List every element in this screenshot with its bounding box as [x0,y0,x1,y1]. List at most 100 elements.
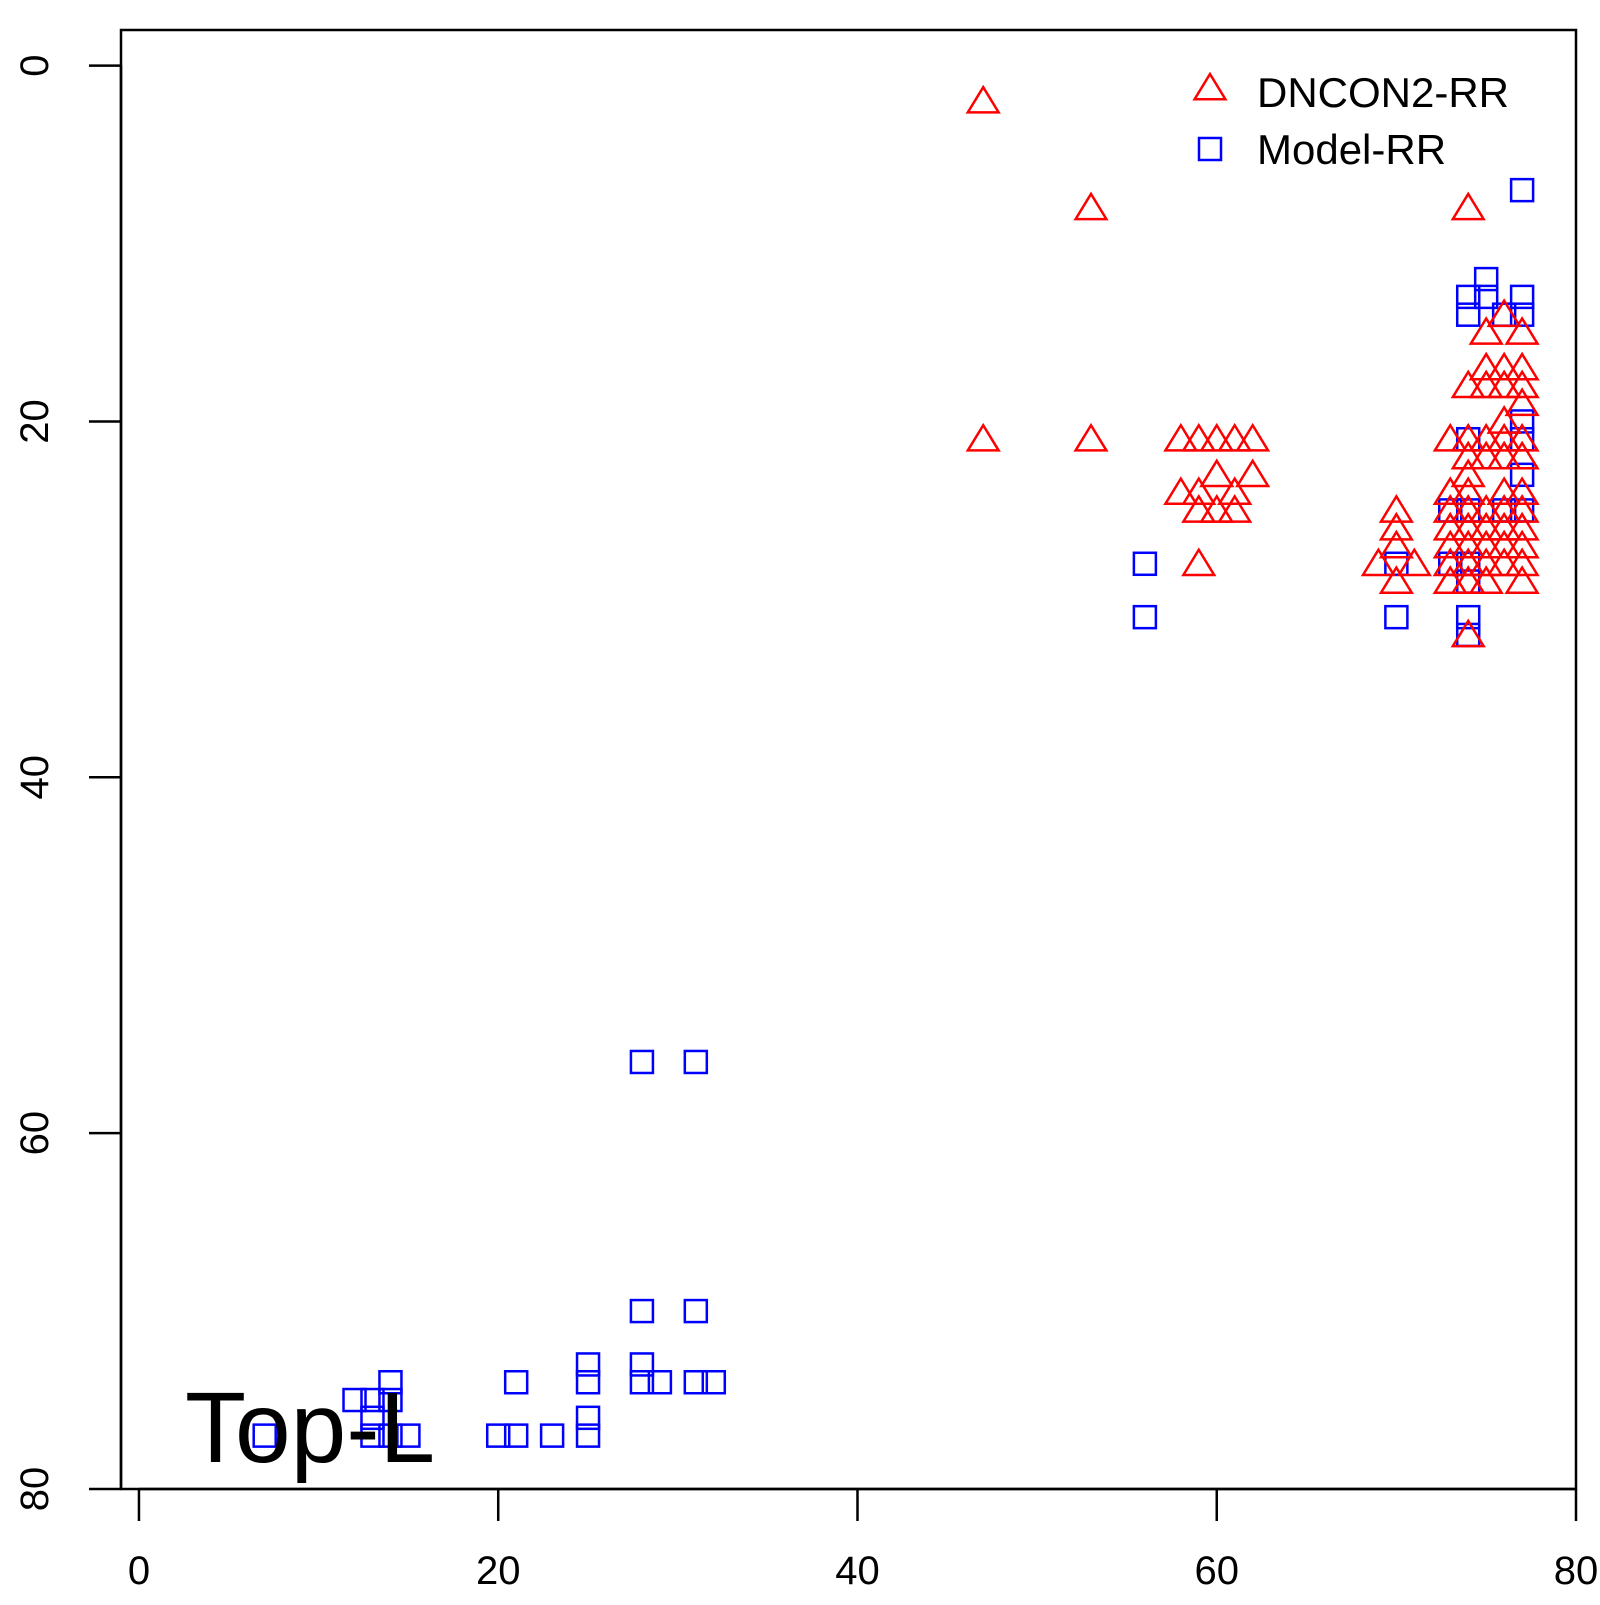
data-point-square [396,1423,421,1448]
data-point-square [360,1405,385,1431]
data-point-square [683,1049,709,1075]
x-tick-label: 80 [1554,1549,1599,1593]
plot-frame [119,28,1578,1491]
data-point-triangle [1486,494,1522,523]
data-point-square [1473,284,1499,310]
data-point-triangle [1486,351,1522,381]
data-point-square [378,1423,403,1448]
series-triangle [965,84,1540,648]
data-point-triangle [1450,440,1486,470]
data-point-triangle [1360,547,1397,577]
data-point-triangle [1432,529,1468,559]
data-point-triangle [1504,387,1540,417]
data-point-square [683,1298,709,1324]
data-point-square [252,1423,277,1448]
data-point-triangle [1504,494,1540,523]
legend-marker-square [1197,136,1223,162]
data-point-square [378,1369,403,1395]
data-point-triangle [1450,565,1486,595]
data-point-triangle [1486,298,1522,328]
data-point-triangle [1450,529,1486,559]
legend-marker-triangle [1192,71,1228,101]
data-point-square [539,1423,565,1448]
data-point-square [342,1387,367,1413]
data-point-square [485,1423,511,1448]
data-point-triangle [1073,422,1109,452]
data-point-triangle [1504,565,1540,595]
data-point-triangle [1432,511,1468,541]
data-point-triangle [1199,494,1235,523]
data-point-triangle [1504,547,1540,577]
data-point-square [629,1352,655,1377]
series-square [252,177,1535,1448]
data-point-triangle [1468,511,1504,541]
y-tick-label: 60 [13,1111,57,1156]
data-point-triangle [1486,476,1522,506]
data-point-triangle [1468,494,1504,523]
data-point-triangle [1396,547,1432,577]
data-point-triangle [1073,191,1109,221]
data-point-triangle [1378,565,1414,595]
data-point-triangle [1163,422,1199,452]
data-point-triangle [1450,191,1486,221]
data-point-triangle [965,422,1001,452]
data-point-triangle [1378,511,1414,541]
data-point-triangle [1181,494,1217,523]
data-point-triangle [1504,511,1540,541]
data-point-triangle [1235,458,1271,488]
data-point-square [1509,177,1535,203]
x-tick-label: 40 [835,1549,880,1593]
data-point-triangle [1432,547,1468,577]
y-tick-label: 0 [13,54,57,76]
data-point-square [575,1423,601,1448]
data-point-triangle [1504,440,1540,470]
data-point-triangle [1432,565,1468,595]
data-point-triangle [1504,351,1540,381]
data-point-triangle [1199,422,1235,452]
data-point-triangle [1486,369,1522,399]
data-point-triangle [1450,547,1486,577]
data-point-square [575,1405,601,1431]
data-point-square [1132,604,1158,630]
data-point-square [701,1369,727,1395]
data-point-triangle [1199,458,1235,488]
data-point-square [1132,551,1158,577]
data-point-triangle [1217,476,1253,506]
data-point-triangle [1504,476,1540,506]
data-point-triangle [1432,476,1468,506]
data-point-triangle [1181,547,1217,577]
data-point-square [683,1369,709,1395]
data-point-triangle [1468,547,1504,577]
data-point-triangle [1468,440,1504,470]
x-tick-label: 60 [1194,1549,1239,1593]
data-point-triangle [1450,618,1486,648]
y-axis: 0 20 40 60 80 [13,54,123,1512]
data-point-triangle [1486,440,1522,470]
data-point-triangle [965,84,1001,114]
data-point-triangle [1450,511,1486,541]
data-point-triangle [1378,494,1414,523]
data-point-square [360,1387,385,1413]
y-tick-label: 40 [13,755,57,800]
data-point-triangle [1450,369,1486,399]
data-point-triangle [1450,494,1486,523]
data-point-triangle [1504,422,1540,452]
data-point-square [503,1423,529,1448]
data-point-square [1455,284,1481,310]
legend-label: DNCON2-RR [1257,69,1509,116]
data-point-square [360,1423,385,1448]
y-tick-label: 80 [13,1467,57,1512]
legend: DNCON2-RR Model-RR [1192,69,1509,173]
corner-annotation: Top-L [185,1372,435,1484]
data-point-triangle [1504,529,1540,559]
data-point-square [1473,266,1499,292]
data-point-triangle [1235,422,1271,452]
data-point-square [575,1369,601,1395]
data-point-triangle [1504,369,1540,399]
data-point-triangle [1450,422,1486,452]
data-point-square [1509,284,1535,310]
data-point-square [647,1369,673,1395]
data-point-triangle [1468,351,1504,381]
